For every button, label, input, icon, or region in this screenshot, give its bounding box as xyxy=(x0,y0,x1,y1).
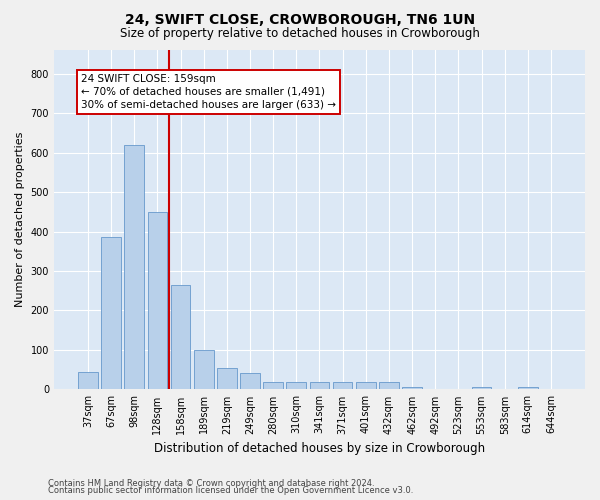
Bar xyxy=(240,373,260,390)
Bar xyxy=(148,212,167,390)
Text: 24, SWIFT CLOSE, CROWBOROUGH, TN6 1UN: 24, SWIFT CLOSE, CROWBOROUGH, TN6 1UN xyxy=(125,12,475,26)
X-axis label: Distribution of detached houses by size in Crowborough: Distribution of detached houses by size … xyxy=(154,442,485,455)
Bar xyxy=(101,238,121,390)
Bar xyxy=(402,386,422,390)
Text: Contains HM Land Registry data © Crown copyright and database right 2024.: Contains HM Land Registry data © Crown c… xyxy=(48,478,374,488)
Bar xyxy=(310,382,329,390)
Bar xyxy=(356,382,376,390)
Bar xyxy=(518,386,538,390)
Bar xyxy=(286,382,306,390)
Bar xyxy=(263,382,283,390)
Text: 24 SWIFT CLOSE: 159sqm
← 70% of detached houses are smaller (1,491)
30% of semi-: 24 SWIFT CLOSE: 159sqm ← 70% of detached… xyxy=(81,74,336,110)
Y-axis label: Number of detached properties: Number of detached properties xyxy=(15,132,25,308)
Text: Size of property relative to detached houses in Crowborough: Size of property relative to detached ho… xyxy=(120,28,480,40)
Bar xyxy=(379,382,399,390)
Bar xyxy=(333,382,352,390)
Bar xyxy=(194,350,214,390)
Bar xyxy=(78,372,98,390)
Bar xyxy=(124,144,144,390)
Bar xyxy=(217,368,236,390)
Bar xyxy=(170,285,190,390)
Text: Contains public sector information licensed under the Open Government Licence v3: Contains public sector information licen… xyxy=(48,486,413,495)
Bar xyxy=(472,386,491,390)
